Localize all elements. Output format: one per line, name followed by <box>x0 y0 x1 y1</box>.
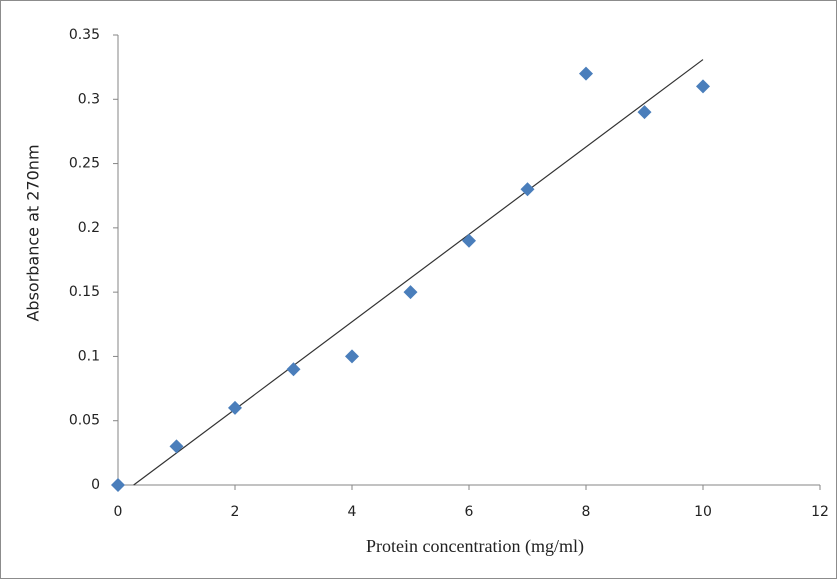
marker <box>228 400 242 415</box>
y-tick-label: 0.1 <box>78 348 100 364</box>
y-tick-label: 0.35 <box>69 27 100 43</box>
y-tick-label: 0.05 <box>69 413 100 429</box>
x-axis-label: Protein concentration (mg/ml) <box>366 536 584 557</box>
x-tick-label: 12 <box>811 504 829 520</box>
y-axis-label: Absorbance at 270nm <box>24 144 43 321</box>
trendline <box>133 59 704 486</box>
x-tick-label: 0 <box>114 504 123 520</box>
marker <box>403 285 418 300</box>
y-tick-label: 0.2 <box>78 220 100 236</box>
marker <box>286 362 301 377</box>
marker <box>579 66 593 81</box>
x-tick-label: 8 <box>582 504 591 520</box>
x-tick-label: 10 <box>694 504 712 520</box>
x-tick-label: 4 <box>348 504 357 520</box>
y-tick-label: 0.25 <box>69 156 100 172</box>
marker <box>345 349 359 364</box>
marker <box>520 182 535 197</box>
marker <box>169 439 184 454</box>
y-tick-label: 0.15 <box>69 284 100 300</box>
marker <box>111 478 125 492</box>
y-tick-label: 0.3 <box>78 91 100 107</box>
x-tick-label: 6 <box>465 504 474 520</box>
y-tick-label: 0 <box>91 477 100 493</box>
marker <box>696 79 710 94</box>
marker <box>637 105 652 120</box>
marker <box>462 233 476 248</box>
x-tick-label: 2 <box>231 504 240 520</box>
